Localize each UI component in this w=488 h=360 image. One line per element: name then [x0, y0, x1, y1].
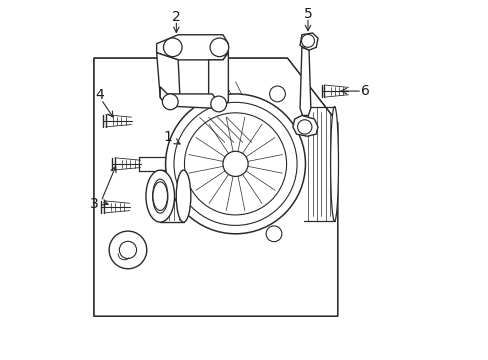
Polygon shape — [94, 58, 337, 316]
Ellipse shape — [152, 179, 167, 213]
Circle shape — [265, 226, 281, 242]
Polygon shape — [160, 87, 223, 108]
Circle shape — [297, 120, 311, 134]
Ellipse shape — [109, 231, 146, 269]
Circle shape — [163, 38, 182, 57]
Text: 1: 1 — [163, 130, 180, 144]
Polygon shape — [156, 35, 228, 60]
Circle shape — [210, 38, 228, 57]
Polygon shape — [292, 116, 317, 136]
Ellipse shape — [174, 102, 297, 225]
Text: 6: 6 — [361, 84, 369, 98]
Polygon shape — [208, 53, 228, 108]
Text: 3: 3 — [90, 197, 99, 211]
Polygon shape — [300, 47, 310, 116]
Circle shape — [301, 35, 314, 47]
Ellipse shape — [176, 170, 190, 222]
Polygon shape — [156, 53, 180, 107]
Circle shape — [162, 94, 178, 110]
Ellipse shape — [330, 107, 338, 221]
Ellipse shape — [145, 170, 174, 222]
Ellipse shape — [153, 182, 167, 211]
Ellipse shape — [119, 241, 136, 258]
Ellipse shape — [184, 113, 286, 215]
Text: 2: 2 — [172, 10, 181, 24]
Circle shape — [210, 96, 226, 112]
Text: 5: 5 — [303, 7, 312, 21]
Circle shape — [269, 86, 285, 102]
Text: 4: 4 — [95, 87, 103, 102]
Ellipse shape — [165, 94, 305, 234]
Ellipse shape — [223, 151, 247, 176]
Polygon shape — [300, 33, 317, 50]
